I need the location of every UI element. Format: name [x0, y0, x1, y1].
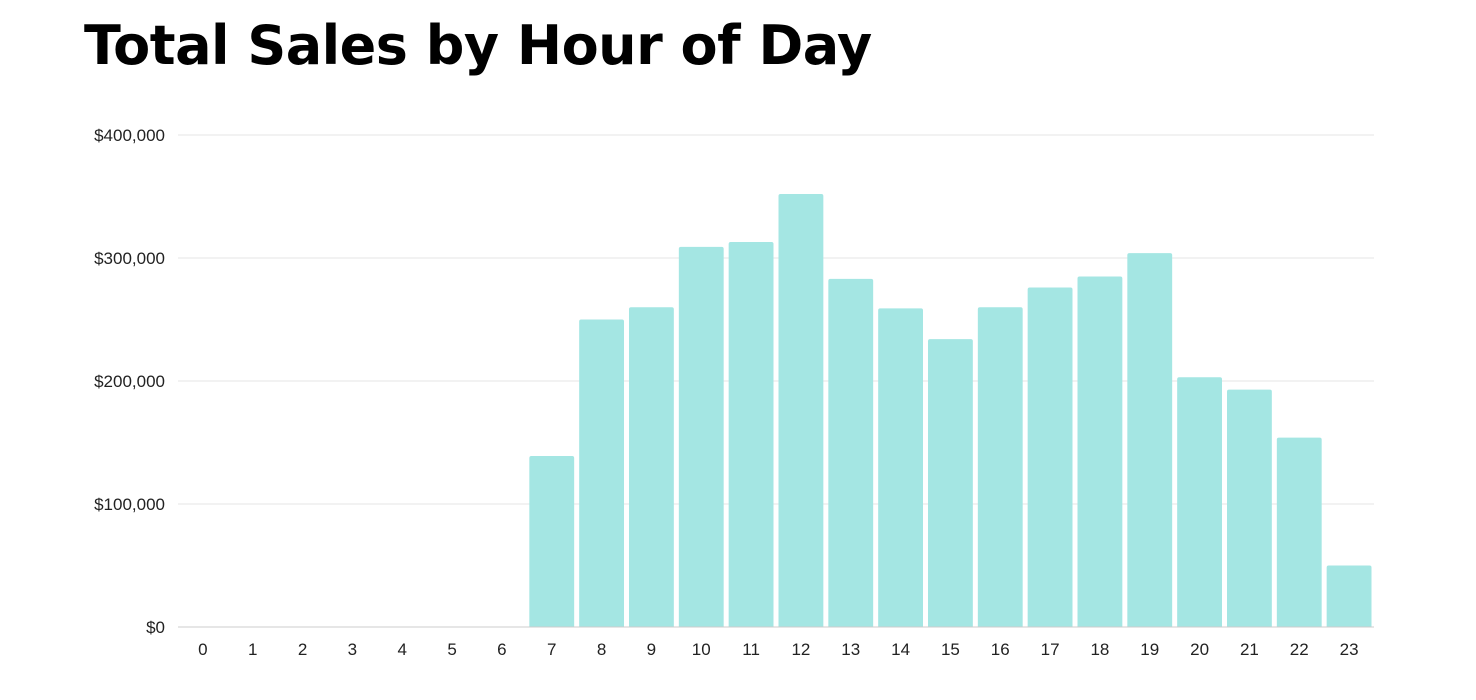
- x-tick-label: 3: [348, 640, 357, 659]
- bars: [529, 194, 1372, 628]
- x-tick-label: 19: [1140, 640, 1159, 659]
- bar-hour-7: [529, 456, 575, 627]
- x-tick-label: 2: [298, 640, 307, 659]
- x-tick-label: 4: [398, 640, 407, 659]
- bar-hour-20: [1177, 377, 1222, 627]
- y-axis-tick-labels: $0 $100,000 $200,000 $300,000 $400,000: [94, 126, 165, 637]
- y-tick-label: $200,000: [94, 372, 165, 391]
- y-tick-label: $100,000: [94, 495, 165, 514]
- bar-hour-10: [678, 246, 724, 627]
- x-tick-label: 8: [597, 640, 606, 659]
- x-tick-label: 7: [547, 640, 556, 659]
- bar-hour-11: [728, 242, 774, 627]
- bar-hour-16: [977, 307, 1023, 627]
- bar-hour-19: [1127, 253, 1173, 627]
- bar-hour-21: [1227, 389, 1272, 627]
- x-tick-label: 21: [1240, 640, 1259, 659]
- y-tick-label: $0: [146, 618, 165, 637]
- bar-hour-22: [1276, 437, 1322, 627]
- y-tick-label: $300,000: [94, 249, 165, 268]
- grid-lines: [178, 134, 1374, 505]
- bar-hour-12: [778, 194, 824, 628]
- x-tick-label: 13: [841, 640, 860, 659]
- x-tick-label: 20: [1190, 640, 1209, 659]
- x-tick-label: 18: [1090, 640, 1109, 659]
- x-tick-label: 16: [991, 640, 1010, 659]
- bar-hour-8: [579, 319, 624, 627]
- bar-hour-23: [1326, 565, 1372, 627]
- x-tick-label: 9: [647, 640, 656, 659]
- x-axis-tick-labels: 0 1 2 3 4 5 6 7 8 9 10 11 12 13 14 15 16 17 18 19 20 21 22 23: [198, 640, 1358, 659]
- bar-hour-18: [1077, 276, 1123, 627]
- x-tick-label: 10: [692, 640, 711, 659]
- bar-hour-13: [828, 278, 874, 627]
- y-tick-label: $400,000: [94, 126, 165, 145]
- bar-hour-9: [629, 307, 674, 627]
- x-tick-label: 12: [791, 640, 810, 659]
- bar-hour-17: [1027, 287, 1073, 627]
- bar-hour-15: [928, 339, 973, 627]
- chart-title: Total Sales by Hour of Day: [84, 14, 872, 77]
- x-tick-label: 11: [742, 640, 760, 659]
- x-tick-label: 22: [1290, 640, 1309, 659]
- bar-hour-14: [878, 308, 923, 627]
- x-tick-label: 17: [1041, 640, 1060, 659]
- x-tick-label: 6: [497, 640, 506, 659]
- x-tick-label: 23: [1340, 640, 1359, 659]
- x-tick-label: 15: [941, 640, 960, 659]
- x-tick-label: 0: [198, 640, 207, 659]
- x-tick-label: 5: [447, 640, 456, 659]
- x-tick-label: 14: [891, 640, 910, 659]
- x-tick-label: 1: [248, 640, 257, 659]
